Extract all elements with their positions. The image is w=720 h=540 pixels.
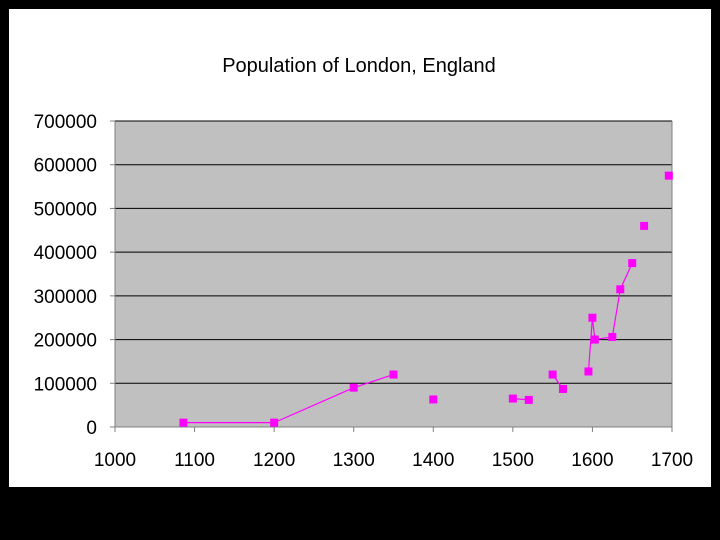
x-tick-label: 1000 (94, 450, 136, 471)
x-tick-label: 1100 (174, 450, 215, 471)
data-point (548, 370, 557, 379)
data-point (588, 313, 597, 322)
data-point (270, 418, 279, 427)
data-point (389, 370, 398, 379)
gridlines (115, 120, 672, 384)
x-axis-ticks: 1000 1100 1200 1300 1400 1500 1600 1700 (94, 427, 693, 471)
y-tick-label: 0 (86, 418, 97, 439)
data-point (524, 395, 533, 404)
data-point (429, 395, 438, 404)
y-tick-label: 200000 (34, 331, 97, 352)
data-point (664, 171, 673, 180)
y-axis-ticks: 0 100000 200000 300000 400000 500000 600000 700… (34, 112, 115, 439)
y-tick-label: 400000 (34, 243, 97, 264)
data-point (349, 383, 358, 392)
chart-card: Population of London, England 1000 1100 12… (9, 9, 711, 487)
series-line-segment (611, 289, 621, 338)
x-tick-label: 1500 (492, 450, 534, 471)
x-tick-label: 1300 (333, 450, 375, 471)
data-point (584, 367, 593, 376)
x-tick-label: 1700 (651, 450, 693, 471)
data-point (628, 259, 637, 268)
series-points (179, 171, 673, 427)
series-line-segment (587, 317, 594, 372)
y-tick-label: 700000 (34, 112, 97, 133)
population-chart: Population of London, England 1000 1100 12… (34, 55, 694, 471)
series-line-segment (353, 373, 394, 389)
data-point (590, 335, 599, 344)
plot-area (115, 121, 672, 427)
x-tick-label: 1400 (412, 450, 454, 471)
y-tick-label: 600000 (34, 156, 97, 177)
y-tick-label: 500000 (34, 199, 97, 220)
data-point (179, 418, 188, 427)
x-tick-label: 1600 (571, 450, 613, 471)
data-point (608, 332, 617, 341)
data-point (640, 221, 649, 230)
y-tick-label: 300000 (34, 287, 97, 308)
x-tick-label: 1200 (253, 450, 295, 471)
y-tick-label: 100000 (34, 374, 97, 395)
series-line-segment (619, 262, 633, 290)
series-line-segment (273, 387, 354, 424)
chart-title: Population of London, England (222, 55, 496, 77)
data-point (508, 394, 517, 403)
data-point (558, 384, 567, 393)
data-point (616, 285, 625, 294)
